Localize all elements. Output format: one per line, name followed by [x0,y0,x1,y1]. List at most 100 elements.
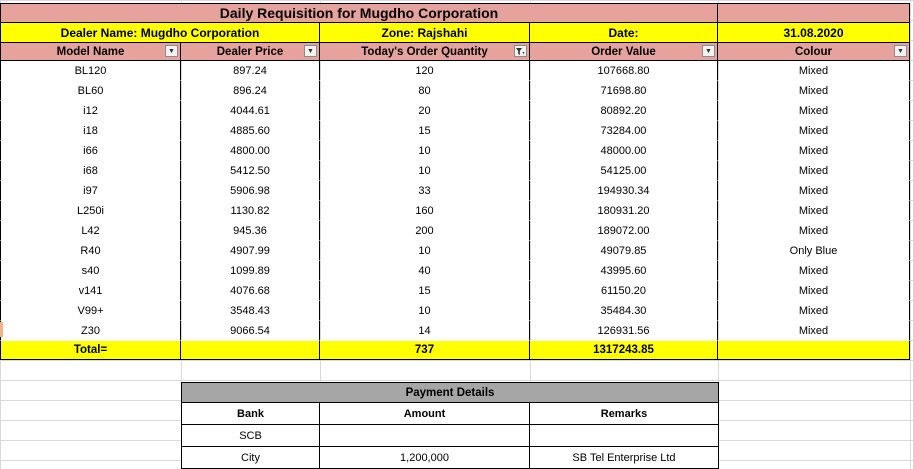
colour-cell[interactable]: Mixed [718,61,910,81]
order-value-cell[interactable]: 61150.20 [530,281,718,301]
total-colour-blank-cell[interactable] [718,341,910,360]
dealer-price-cell[interactable]: 1130.82 [181,201,320,221]
model-name-cell[interactable]: L42 [0,221,181,241]
payment-remarks-cell[interactable] [530,425,719,447]
dealer-price-cell[interactable]: 9066.54 [181,321,320,341]
order-quantity-cell[interactable]: 80 [320,81,530,101]
dealer-price-cell[interactable]: 4044.61 [181,101,320,121]
payment-header-remarks[interactable]: Remarks [530,403,719,425]
dealer-price-cell[interactable]: 896.24 [181,81,320,101]
model-name-cell[interactable]: L250i [0,201,181,221]
order-quantity-cell[interactable]: 120 [320,61,530,81]
order-value-cell[interactable]: 189072.00 [530,221,718,241]
header-dealer-price[interactable]: Dealer Price ▼ [181,43,320,61]
total-value-cell[interactable]: 1317243.85 [530,341,718,360]
dealer-price-cell[interactable]: 4076.68 [181,281,320,301]
order-value-cell[interactable]: 180931.20 [530,201,718,221]
order-quantity-cell[interactable]: 33 [320,181,530,201]
payment-amount-cell[interactable]: 1,200,000 [320,447,530,469]
order-value-cell[interactable]: 54125.00 [530,161,718,181]
order-value-cell[interactable]: 126931.56 [530,321,718,341]
colour-cell[interactable]: Mixed [718,281,910,301]
payment-bank-cell[interactable]: SCB [181,425,320,447]
colour-cell[interactable]: Mixed [718,221,910,241]
order-value-cell[interactable]: 48000.00 [530,141,718,161]
model-name-cell[interactable]: BL60 [0,81,181,101]
model-name-cell[interactable]: i18 [0,121,181,141]
order-value-cell[interactable]: 80892.20 [530,101,718,121]
payment-details-title[interactable]: Payment Details [181,382,719,403]
order-quantity-cell[interactable]: 10 [320,241,530,261]
dealer-price-cell[interactable]: 945.36 [181,221,320,241]
header-colour[interactable]: Colour ▼ [718,43,910,61]
order-quantity-cell[interactable]: 15 [320,281,530,301]
model-name-cell[interactable]: v141 [0,281,181,301]
order-quantity-cell[interactable]: 20 [320,101,530,121]
colour-cell[interactable]: Mixed [718,141,910,161]
colour-cell[interactable]: Mixed [718,101,910,121]
report-title[interactable]: Daily Requisition for Mugdho Corporation [0,3,718,23]
total-label-cell[interactable]: Total= [0,341,181,360]
order-quantity-cell[interactable]: 10 [320,161,530,181]
order-value-cell[interactable]: 71698.80 [530,81,718,101]
zone-cell[interactable]: Zone: Rajshahi [320,23,530,43]
title-blank-cell[interactable] [718,3,910,23]
order-quantity-cell[interactable]: 200 [320,221,530,241]
dealer-price-cell[interactable]: 4800.00 [181,141,320,161]
colour-cell[interactable]: Mixed [718,121,910,141]
model-name-cell[interactable]: V99+ [0,301,181,321]
order-quantity-cell[interactable]: 160 [320,201,530,221]
order-value-cell[interactable]: 35484.30 [530,301,718,321]
colour-cell[interactable]: Mixed [718,181,910,201]
order-value-cell[interactable]: 43995.60 [530,261,718,281]
model-name-cell[interactable]: i68 [0,161,181,181]
model-name-cell[interactable]: BL120 [0,61,181,81]
payment-bank-cell[interactable]: City [181,447,320,469]
dealer-price-cell[interactable]: 5906.98 [181,181,320,201]
payment-remarks-cell[interactable]: SB Tel Enterprise Ltd [530,447,719,469]
dealer-name-cell[interactable]: Dealer Name: Mugdho Corporation [0,23,320,43]
date-value-cell[interactable]: 31.08.2020 [718,23,910,43]
colour-cell[interactable]: Mixed [718,161,910,181]
model-name-cell[interactable]: i97 [0,181,181,201]
colour-cell[interactable]: Mixed [718,201,910,221]
dealer-price-cell[interactable]: 5412.50 [181,161,320,181]
colour-cell[interactable]: Mixed [718,321,910,341]
dropdown-arrow-icon[interactable]: ▼ [304,45,317,57]
model-name-cell[interactable]: i66 [0,141,181,161]
dropdown-arrow-icon[interactable]: ▼ [702,45,715,57]
dealer-price-cell[interactable]: 1099.89 [181,261,320,281]
colour-cell[interactable]: Mixed [718,301,910,321]
header-order-quantity[interactable]: Today's Order Quantity [320,43,530,61]
date-label-cell[interactable]: Date: [530,23,718,43]
order-value-cell[interactable]: 107668.80 [530,61,718,81]
colour-cell[interactable]: Mixed [718,261,910,281]
header-model-name[interactable]: Model Name ▼ [0,43,181,61]
colour-cell[interactable]: Mixed [718,81,910,101]
order-value-cell[interactable]: 194930.34 [530,181,718,201]
filter-icon[interactable] [514,45,527,57]
model-name-cell[interactable]: R40 [0,241,181,261]
payment-amount-cell[interactable] [320,425,530,447]
model-name-cell[interactable]: s40 [0,261,181,281]
dealer-price-cell[interactable]: 3548.43 [181,301,320,321]
dealer-price-cell[interactable]: 897.24 [181,61,320,81]
total-quantity-cell[interactable]: 737 [320,341,530,360]
order-quantity-cell[interactable]: 15 [320,121,530,141]
order-quantity-cell[interactable]: 40 [320,261,530,281]
order-value-cell[interactable]: 73284.00 [530,121,718,141]
model-name-cell[interactable]: i12 [0,101,181,121]
payment-header-amount[interactable]: Amount [320,403,530,425]
dealer-price-cell[interactable]: 4885.60 [181,121,320,141]
order-quantity-cell[interactable]: 10 [320,301,530,321]
dropdown-arrow-icon[interactable]: ▼ [165,45,178,57]
order-quantity-cell[interactable]: 10 [320,141,530,161]
order-value-cell[interactable]: 49079.85 [530,241,718,261]
dealer-price-cell[interactable]: 4907.99 [181,241,320,261]
colour-cell[interactable]: Only Blue [718,241,910,261]
header-order-value[interactable]: Order Value ▼ [530,43,718,61]
order-quantity-cell[interactable]: 14 [320,321,530,341]
dropdown-arrow-icon[interactable]: ▼ [894,45,907,57]
total-blank-cell[interactable] [181,341,320,360]
model-name-cell[interactable]: Z30 [0,321,181,341]
